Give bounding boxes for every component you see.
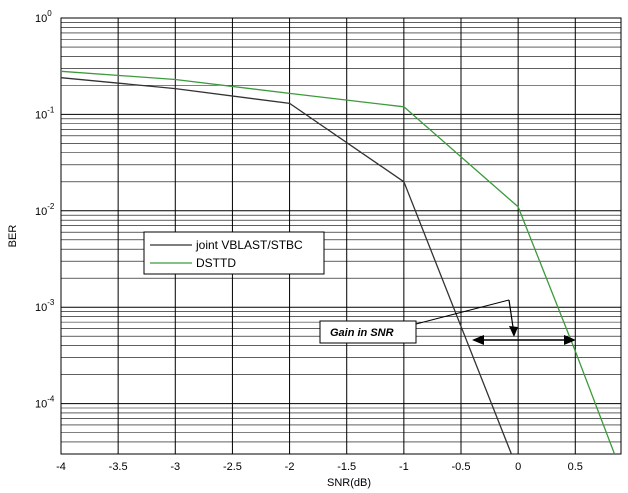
annotation-pointer-head xyxy=(509,326,518,337)
x-tick-label: -2 xyxy=(285,461,295,473)
series-line-1 xyxy=(60,70,616,455)
x-tick-label: -1 xyxy=(399,461,409,473)
series-lines xyxy=(60,70,616,455)
x-tick-labels: -4 -3.5 -3 -2.5 -2 -1.5 -1 -0.5 0 0.5 xyxy=(56,461,583,473)
gain-arrow-left-head xyxy=(472,335,484,345)
annotation-box xyxy=(319,320,417,344)
x-tick-label: -1.5 xyxy=(337,461,356,473)
x-tick-label: -2.5 xyxy=(223,461,242,473)
y-tick-label: 10-1 xyxy=(35,105,55,121)
legend-label-joint: joint VBLAST/STBC xyxy=(195,238,303,252)
x-tick-label: -3 xyxy=(170,461,180,473)
gain-arrow-right-head xyxy=(564,335,576,345)
y-tick-label: 100 xyxy=(35,9,52,25)
series-line-0 xyxy=(60,77,513,455)
x-tick-label: 0.5 xyxy=(568,461,583,473)
x-tick-label: -4 xyxy=(56,461,66,473)
legend-label-dsttd: DSTTD xyxy=(196,256,236,270)
legend: joint VBLAST/STBC DSTTD xyxy=(143,231,325,275)
annotation-leader xyxy=(415,299,510,325)
y-tick-label: 10-2 xyxy=(35,202,55,218)
y-tick-label: 10-4 xyxy=(35,395,55,411)
y-tick-labels: 100 10-1 10-2 10-3 10-4 xyxy=(35,9,55,411)
y-tick-label: 10-3 xyxy=(35,298,55,314)
x-axis-label: SNR(dB) xyxy=(327,477,371,489)
x-tick-label: -3.5 xyxy=(109,461,128,473)
plot-frame xyxy=(60,17,622,455)
legend-box xyxy=(143,231,325,275)
y-axis-label: BER xyxy=(7,225,19,248)
x-tick-label: -0.5 xyxy=(452,461,471,473)
annotation-label: Gain in SNR xyxy=(330,327,394,339)
gain-annotation: Gain in SNR xyxy=(319,299,576,345)
x-tick-label: 0 xyxy=(515,461,521,473)
